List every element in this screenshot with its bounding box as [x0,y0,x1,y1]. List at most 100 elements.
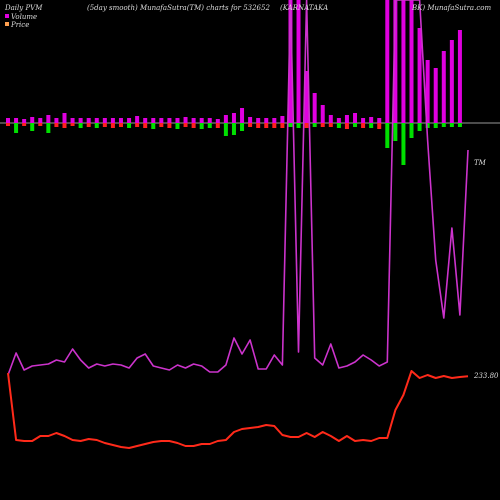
volume-bar-down [70,123,75,126]
company-name: (KARNATAKA [280,4,328,12]
volume-bar-up [264,118,269,123]
volume-bar-down [102,123,107,127]
volume-bar-down [280,123,285,128]
volume-bar-up [401,0,406,123]
volume-bar-up [191,118,196,123]
volume-bar-down [135,123,140,127]
volume-bar-down [191,123,196,128]
volume-bar-down [361,123,366,128]
volume-bar-down [199,123,204,129]
volume-bar-up [118,118,123,123]
legend-label: Price [10,21,29,29]
volume-bar-down [272,123,277,128]
chart-title: Daily PVM [4,4,43,12]
volume-bar-up [344,115,349,123]
price-last-label: 233.80 [473,372,499,380]
volume-bar-down [183,123,188,127]
volume-bar-down [240,123,245,131]
volume-bar-up [223,115,228,123]
legend-swatch [5,14,9,18]
volume-bar-up [361,118,366,123]
volume-bar-down [320,123,325,127]
volume-bar-up [409,0,414,123]
volume-bar-up [304,71,309,123]
volume-bar-up [248,117,253,123]
volume-bar-down [248,123,253,127]
volume-bar-up [312,93,317,123]
volume-bar-down [30,123,35,131]
volume-bar-down [62,123,67,128]
volume-bar-down [417,123,422,131]
volume-bar-down [312,123,317,127]
volume-bar-up [30,117,35,123]
volume-bar-up [425,60,430,123]
volume-bar-up [127,118,132,123]
volume-bar-down [256,123,261,128]
lines [7,0,469,449]
volume-bar-down [14,123,19,133]
volume-bar-down [118,123,123,127]
volume-bar-up [86,118,91,123]
volume-bar-down [223,123,228,136]
chart-subtitle: (5day smooth) MunafaSutra(TM) charts for… [87,4,270,12]
volume-bar-down [425,123,430,128]
volume-bar-up [377,118,382,123]
volume-bar-up [54,118,59,123]
volume-bar-down [393,123,398,141]
site-name: BK) MunafaSutra.com [411,4,491,12]
volume-bar-up [353,113,358,123]
volume-bar-down [328,123,333,127]
pvm-line [7,0,469,376]
volume-bar-up [369,117,374,123]
volume-bar-up [175,118,180,123]
volume-bar-up [14,118,19,123]
volume-bar-up [231,113,236,123]
volume-bar-down [369,123,374,128]
volume-bar-up [441,51,446,123]
volume-bar-up [38,118,43,123]
volume-bar-down [110,123,115,128]
volume-bar-down [94,123,99,128]
volume-bar-up [62,113,67,123]
volume-bar-up [272,118,277,123]
volume-bar-up [102,118,107,123]
volume-bar-up [417,28,422,123]
volume-bar-up [78,118,83,123]
volume-bar-up [151,118,156,123]
volume-bar-up [457,30,462,123]
volume-bar-down [86,123,91,127]
volume-bar-down [336,123,341,128]
volume-bar-down [215,123,220,128]
volume-bar-up [70,118,75,123]
volume-bar-up [94,118,99,123]
volume-bar-down [401,123,406,165]
volume-bar-up [110,118,115,123]
volume-bar-up [328,115,333,123]
volume-bar-down [159,123,164,127]
volume-bar-up [256,118,261,123]
volume-bar-up [385,0,390,123]
volume-bar-up [143,118,148,123]
volume-bar-up [296,0,301,123]
legend-label: Volume [11,13,37,21]
pvm-label: TM [474,159,487,167]
volume-bar-down [78,123,83,128]
volume-bar-up [183,117,188,123]
volume-bar-down [38,123,43,126]
volume-bar-down [344,123,349,129]
volume-bar-down [288,123,293,127]
volume-bar-up [393,0,398,123]
volume-bar-up [6,118,10,123]
volume-bar-down [22,123,27,126]
volume-bar-down [151,123,156,129]
volume-bars [6,0,462,165]
legend-swatch [5,22,9,26]
volume-bar-up [449,40,454,123]
volume-bar-down [167,123,172,128]
volume-bar-up [22,119,27,123]
volume-bar-up [240,108,245,123]
volume-bar-up [159,118,164,123]
volume-bar-up [433,68,438,123]
